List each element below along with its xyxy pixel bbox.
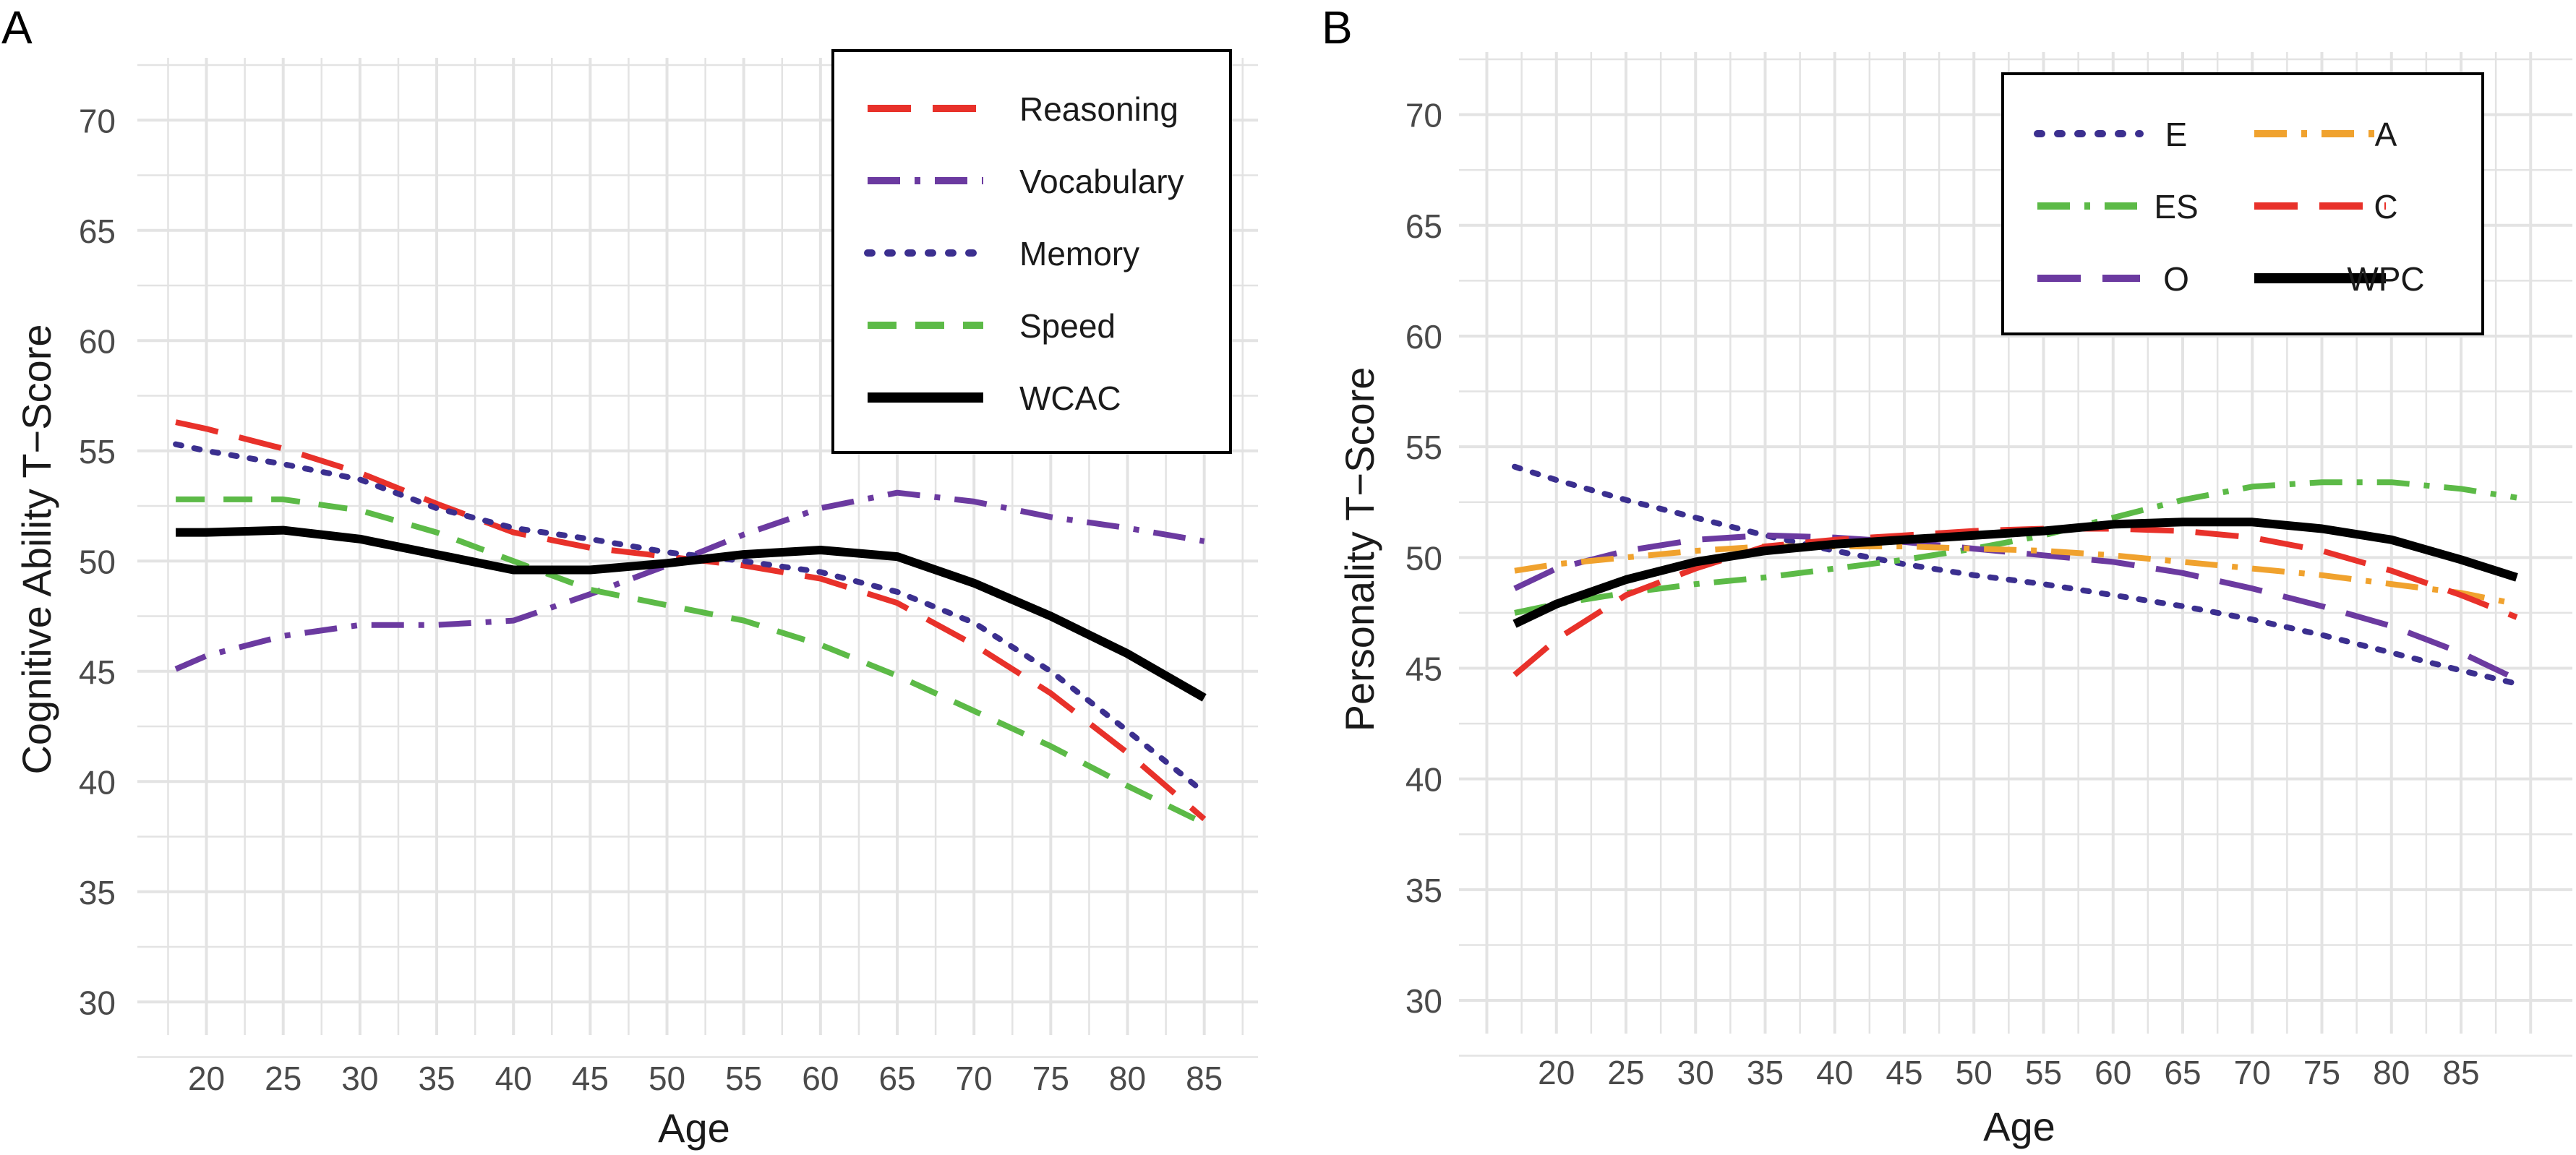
panel-a-series-line-reasoning xyxy=(175,419,1207,822)
panel-b-legend-label-wpc: WPC xyxy=(2347,260,2424,298)
panel-a-x-tick-label: 80 xyxy=(1109,1060,1146,1097)
panel-b-series-line-wpc xyxy=(1512,518,2518,628)
panel-b-x-tick-label: 55 xyxy=(2025,1054,2062,1091)
panel-a-x-tick-label: 60 xyxy=(802,1060,839,1097)
panel-a-x-tick-label: 35 xyxy=(418,1060,455,1097)
panel-b-y-tick-label: 70 xyxy=(1405,97,1442,134)
panel-b-legend-label-c: C xyxy=(2374,188,2397,226)
panel-b-series xyxy=(1512,463,2520,687)
panel-a-cognitive-ability: A 30 35 40 45 50 55 60 65 70 20 25 30 35 40 45 50 55 60 6… xyxy=(1,1,1258,1151)
panel-b-x-tick-label: 50 xyxy=(1956,1054,1993,1091)
panel-b-x-tick-label: 70 xyxy=(2234,1054,2271,1091)
panel-a-x-tick-label: 30 xyxy=(341,1060,378,1097)
panel-a-x-tick-label: 20 xyxy=(188,1060,225,1097)
panel-a-x-tick-label: 55 xyxy=(725,1060,762,1097)
panel-b-x-tick-label: 30 xyxy=(1677,1054,1714,1091)
panel-b-y-tick-label: 30 xyxy=(1405,982,1442,1020)
panel-b-series-line-es xyxy=(1514,479,2517,616)
panel-b-x-tick-label: 40 xyxy=(1816,1054,1853,1091)
panel-a-y-tick-label: 35 xyxy=(79,874,116,911)
panel-a-x-tick-label: 25 xyxy=(265,1060,301,1097)
panel-a-x-tick-label: 70 xyxy=(956,1060,993,1097)
panel-a-y-tick-label: 60 xyxy=(79,322,116,360)
panel-b-x-tick-label: 45 xyxy=(1886,1054,1922,1091)
panel-b-x-tick-label: 20 xyxy=(1538,1054,1575,1091)
panel-a-y-tick-label: 65 xyxy=(79,212,116,250)
panel-b-y-tick-label: 55 xyxy=(1405,429,1442,466)
panel-a-y-tick-label: 50 xyxy=(79,543,116,580)
panel-a-legend-label-speed: Speed xyxy=(1019,307,1116,345)
panel-b-legend-label-o: O xyxy=(2163,260,2189,298)
panel-b-y-axis-title: Personality T−Score xyxy=(1337,367,1382,732)
panel-b-legend-label-a: A xyxy=(2375,116,2397,153)
panel-b-x-tick-label: 35 xyxy=(1747,1054,1784,1091)
panel-b-legend-box xyxy=(2001,72,2484,335)
panel-b-label: B xyxy=(1322,1,1353,53)
panel-b-x-tick-label: 80 xyxy=(2373,1054,2410,1091)
panel-a-label: A xyxy=(1,1,33,53)
panel-a-x-tick-labels: 20 25 30 35 40 45 50 55 60 65 70 75 80 85 xyxy=(188,1060,1223,1097)
panel-b-y-tick-label: 50 xyxy=(1405,539,1442,577)
panel-b-legend-label-e: E xyxy=(2165,116,2188,153)
panel-b-legend: E ES O AC WPC xyxy=(2001,72,2484,335)
panel-b-y-tick-label: 45 xyxy=(1405,651,1442,688)
panel-b-x-tick-label: 75 xyxy=(2303,1054,2340,1091)
panel-b-x-tick-label: 25 xyxy=(1607,1054,1644,1091)
panel-a-y-tick-label: 40 xyxy=(79,763,116,801)
panel-b-x-tick-label: 85 xyxy=(2442,1054,2479,1091)
panel-b-series-line-a xyxy=(1514,544,2517,607)
panel-a-x-axis-title: Age xyxy=(658,1105,730,1151)
panel-a-series xyxy=(173,419,1207,826)
panel-b-y-tick-label: 35 xyxy=(1405,872,1442,909)
panel-b-legend-label-es: ES xyxy=(2154,188,2198,226)
panel-b-x-tick-labels: 20 25 30 35 40 45 50 55 60 65 70 75 80 85 xyxy=(1538,1054,2479,1091)
panel-a-y-tick-label: 30 xyxy=(79,984,116,1021)
panel-a-series-line-wcac xyxy=(176,525,1207,702)
panel-b-personality: B 30 35 40 45 50 55 60 65 70 20 25 30 35 40 45 50 55 60 6… xyxy=(1322,1,2572,1149)
panel-a-legend: Reasoning Vocabulary Memory Speed WCAC xyxy=(831,49,1232,454)
panel-a-y-tick-label: 45 xyxy=(79,653,116,691)
panel-b-x-axis-title: Age xyxy=(1983,1104,2055,1149)
panel-b-series-line-o xyxy=(1513,532,2518,682)
panel-a-legend-box xyxy=(831,49,1232,454)
panel-a-x-tick-label: 45 xyxy=(572,1060,609,1097)
panel-a-x-tick-label: 75 xyxy=(1032,1060,1069,1097)
panel-a-x-tick-label: 65 xyxy=(878,1060,915,1097)
panel-a-legend-label-wcac: WCAC xyxy=(1019,379,1121,417)
panel-a-x-tick-label: 85 xyxy=(1186,1060,1223,1097)
panel-a-y-tick-labels: 30 35 40 45 50 55 60 65 70 xyxy=(79,102,116,1021)
panel-b-y-tick-label: 60 xyxy=(1405,318,1442,356)
panel-b-series-line-e xyxy=(1512,463,2520,687)
panel-a-series-line-vocabulary xyxy=(174,489,1205,672)
panel-a-x-tick-label: 40 xyxy=(495,1060,532,1097)
panel-b-y-tick-label: 65 xyxy=(1405,207,1442,245)
panel-a-x-tick-label: 50 xyxy=(649,1060,685,1097)
panel-a-legend-label-memory: Memory xyxy=(1019,235,1139,272)
panel-a-y-tick-label: 70 xyxy=(79,102,116,139)
panel-a-legend-label-vocabulary: Vocabulary xyxy=(1019,163,1184,200)
panel-a-series-line-memory xyxy=(173,441,1207,796)
panel-b-y-tick-label: 40 xyxy=(1405,761,1442,799)
panel-a-y-tick-label: 55 xyxy=(79,433,116,471)
panel-b-x-tick-label: 60 xyxy=(2094,1054,2131,1091)
panel-a-legend-label-reasoning: Reasoning xyxy=(1019,90,1178,128)
panel-b-x-tick-label: 65 xyxy=(2164,1054,2201,1091)
panel-b-y-tick-labels: 30 35 40 45 50 55 60 65 70 xyxy=(1405,97,1442,1020)
panel-a-y-axis-title: Cognitive Ability T−Score xyxy=(14,324,59,774)
